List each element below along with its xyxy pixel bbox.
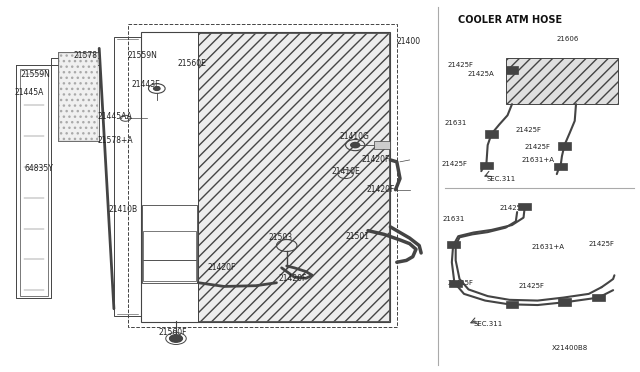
Text: 21425F: 21425F (515, 127, 541, 133)
Text: 21606: 21606 (557, 36, 579, 42)
Bar (128, 24, 397, 327)
Text: 21559N: 21559N (128, 51, 158, 60)
Bar (374, 141, 390, 149)
Text: 21560F: 21560F (159, 328, 188, 337)
Text: X21400B8: X21400B8 (552, 345, 588, 351)
Text: 21425F: 21425F (499, 205, 525, 211)
Text: 21560E: 21560E (178, 59, 207, 68)
Text: 21420F: 21420F (278, 274, 307, 283)
Text: COOLER ATM HOSE: COOLER ATM HOSE (458, 16, 562, 25)
Text: 21445AA: 21445AA (98, 112, 132, 121)
Bar (554, 163, 567, 170)
Bar (558, 298, 571, 306)
Bar (449, 280, 462, 287)
Circle shape (351, 142, 360, 148)
Text: 21420F: 21420F (208, 263, 236, 272)
Text: 21559N: 21559N (20, 70, 51, 79)
Text: 21425F: 21425F (589, 241, 615, 247)
Text: 21410B: 21410B (109, 205, 138, 214)
Text: 21400: 21400 (397, 37, 421, 46)
Bar (143, 260, 196, 281)
Bar (20, 69, 48, 296)
Bar (58, 52, 99, 141)
Bar (518, 203, 531, 210)
Text: 21425F: 21425F (442, 161, 468, 167)
Text: 21425A: 21425A (467, 71, 494, 77)
Text: 21420F: 21420F (367, 185, 395, 194)
Bar (480, 162, 493, 169)
Bar (142, 205, 197, 283)
Bar (447, 241, 460, 248)
Bar (592, 294, 605, 301)
Text: 21410E: 21410E (332, 167, 360, 176)
Bar (506, 301, 518, 308)
Bar (485, 130, 498, 138)
Bar (114, 37, 141, 316)
Bar (506, 66, 518, 74)
Text: 21578: 21578 (74, 51, 98, 60)
Text: 21445A: 21445A (14, 88, 44, 97)
Text: 21420F: 21420F (362, 155, 390, 164)
Text: 21578+A: 21578+A (98, 136, 134, 145)
Text: 21425F: 21425F (448, 280, 474, 286)
Text: 21501: 21501 (346, 232, 370, 241)
Text: 21631: 21631 (443, 217, 465, 222)
Text: 21631+A: 21631+A (522, 157, 555, 163)
Bar (558, 142, 571, 150)
Text: 21503: 21503 (269, 233, 293, 242)
Text: 64835Y: 64835Y (24, 164, 53, 173)
Text: SEC.311: SEC.311 (474, 321, 503, 327)
Text: 21425F: 21425F (518, 283, 545, 289)
Bar (143, 231, 196, 260)
Text: 21425F: 21425F (448, 62, 474, 68)
Bar (59, 53, 98, 141)
Circle shape (170, 335, 182, 342)
Bar (506, 58, 618, 104)
Text: 21631+A: 21631+A (531, 244, 564, 250)
Text: 21443E: 21443E (131, 80, 160, 89)
Text: 21410G: 21410G (339, 132, 369, 141)
Bar (141, 32, 390, 322)
Text: 21631: 21631 (445, 120, 467, 126)
Text: SEC.311: SEC.311 (486, 176, 516, 182)
Text: 21425F: 21425F (525, 144, 551, 150)
Circle shape (154, 87, 160, 90)
Bar (198, 33, 389, 321)
